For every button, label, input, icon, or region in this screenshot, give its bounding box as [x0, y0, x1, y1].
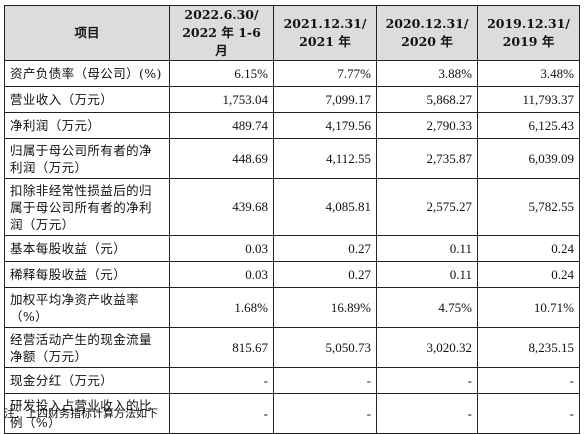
row-label: 归属于母公司所有者的净利润（万元）	[4, 138, 170, 179]
row-label: 扣除非经常性损益后的归属于母公司所有者的净利润（万元）	[4, 178, 170, 236]
cell-value: 11,793.37	[477, 86, 580, 113]
cell-value: 10.71%	[477, 287, 580, 328]
cell-value: 4,085.81	[273, 178, 377, 236]
cell-value: 0.11	[376, 261, 478, 288]
cell-value: 0.24	[477, 261, 580, 288]
cell-value: 5,782.55	[477, 178, 580, 236]
header-period-year: 2022 年 1-6 月	[182, 25, 261, 58]
cell-value: -	[273, 367, 377, 394]
cell-value: 0.11	[376, 235, 478, 262]
header-item: 项目	[4, 5, 170, 61]
cell-value: -	[376, 393, 478, 434]
cell-value: 6,125.43	[477, 112, 580, 139]
cell-value: 6,039.09	[477, 138, 580, 179]
cell-value: 2,575.27	[376, 178, 478, 236]
header-period-year: 2020 年	[401, 34, 453, 49]
cell-value: -	[477, 393, 580, 434]
cell-value: 4,179.56	[273, 112, 377, 139]
cell-value: 8,235.15	[477, 327, 580, 368]
row-label: 净利润（万元）	[4, 112, 170, 139]
table-row: 资产负债率（母公司）(%) 6.15% 7.77% 3.88% 3.48%	[4, 60, 580, 87]
cell-value: 815.67	[169, 327, 274, 368]
cell-value: 5,868.27	[376, 86, 478, 113]
row-label: 营业收入（万元）	[4, 86, 170, 113]
cell-value: 1.68%	[169, 287, 274, 328]
table-row: 归属于母公司所有者的净利润（万元） 448.69 4,112.55 2,735.…	[4, 138, 580, 179]
row-label: 稀释每股收益（元）	[4, 261, 170, 288]
row-label: 基本每股收益（元）	[4, 235, 170, 262]
header-period: 2020.12.31/ 2020 年	[376, 5, 478, 61]
cell-value: 3,020.32	[376, 327, 478, 368]
cell-value: -	[477, 367, 580, 394]
footnote: 注：上四财务指标计算方法如下	[4, 407, 158, 420]
cell-value: 1,753.04	[169, 86, 274, 113]
row-label: 资产负债率（母公司）(%)	[4, 60, 170, 87]
table-row: 营业收入（万元） 1,753.04 7,099.17 5,868.27 11,7…	[4, 86, 580, 113]
cell-value: -	[376, 367, 478, 394]
header-period-year: 2019 年	[502, 34, 555, 49]
cell-value: 6.15%	[169, 60, 274, 87]
header-period-date: 2020.12.31/	[385, 16, 469, 31]
cell-value: 2,790.33	[376, 112, 478, 139]
row-label: 现金分红（万元）	[4, 367, 170, 394]
table-row: 扣除非经常性损益后的归属于母公司所有者的净利润（万元） 439.68 4,085…	[4, 178, 580, 236]
header-period-date: 2022.6.30/	[184, 7, 259, 22]
cell-value: 0.27	[273, 235, 377, 262]
table-row: 净利润（万元） 489.74 4,179.56 2,790.33 6,125.4…	[4, 112, 580, 139]
cell-value: 7,099.17	[273, 86, 377, 113]
table-row: 基本每股收益（元） 0.03 0.27 0.11 0.24	[4, 235, 580, 262]
row-label: 加权平均净资产收益率（%）	[4, 287, 170, 328]
cell-value: 0.03	[169, 235, 274, 262]
cell-value: 439.68	[169, 178, 274, 236]
cell-value: 0.27	[273, 261, 377, 288]
cell-value: 7.77%	[273, 60, 377, 87]
header-period-date: 2021.12.31/	[283, 16, 367, 31]
table-row: 现金分红（万元） - - - -	[4, 367, 580, 394]
header-period: 2022.6.30/ 2022 年 1-6 月	[169, 5, 274, 61]
header-period: 2019.12.31/ 2019 年	[477, 5, 580, 61]
cell-value: 2,735.87	[376, 138, 478, 179]
header-period: 2021.12.31/ 2021 年	[273, 5, 377, 61]
cell-value: 3.88%	[376, 60, 478, 87]
cell-value: 4,112.55	[273, 138, 377, 179]
cell-value: -	[169, 393, 274, 434]
cell-value: -	[273, 393, 377, 434]
header-row: 项目 2022.6.30/ 2022 年 1-6 月 2021.12.31/ 2…	[4, 5, 580, 61]
table-row: 加权平均净资产收益率（%） 1.68% 16.89% 4.75% 10.71%	[4, 287, 580, 328]
cell-value: 0.03	[169, 261, 274, 288]
table-row: 稀释每股收益（元） 0.03 0.27 0.11 0.24	[4, 261, 580, 288]
cell-value: 448.69	[169, 138, 274, 179]
table-row: 经营活动产生的现金流量净额（万元） 815.67 5,050.73 3,020.…	[4, 327, 580, 368]
header-period-year: 2021 年	[299, 34, 351, 49]
cell-value: 489.74	[169, 112, 274, 139]
cell-value: 0.24	[477, 235, 580, 262]
cell-value: 16.89%	[273, 287, 377, 328]
header-period-date: 2019.12.31/	[487, 16, 570, 31]
financial-indicators-table: 项目 2022.6.30/ 2022 年 1-6 月 2021.12.31/ 2…	[4, 5, 580, 434]
cell-value: 4.75%	[376, 287, 478, 328]
row-label: 经营活动产生的现金流量净额（万元）	[4, 327, 170, 368]
cell-value: 3.48%	[477, 60, 580, 87]
cell-value: -	[169, 367, 274, 394]
cell-value: 5,050.73	[273, 327, 377, 368]
